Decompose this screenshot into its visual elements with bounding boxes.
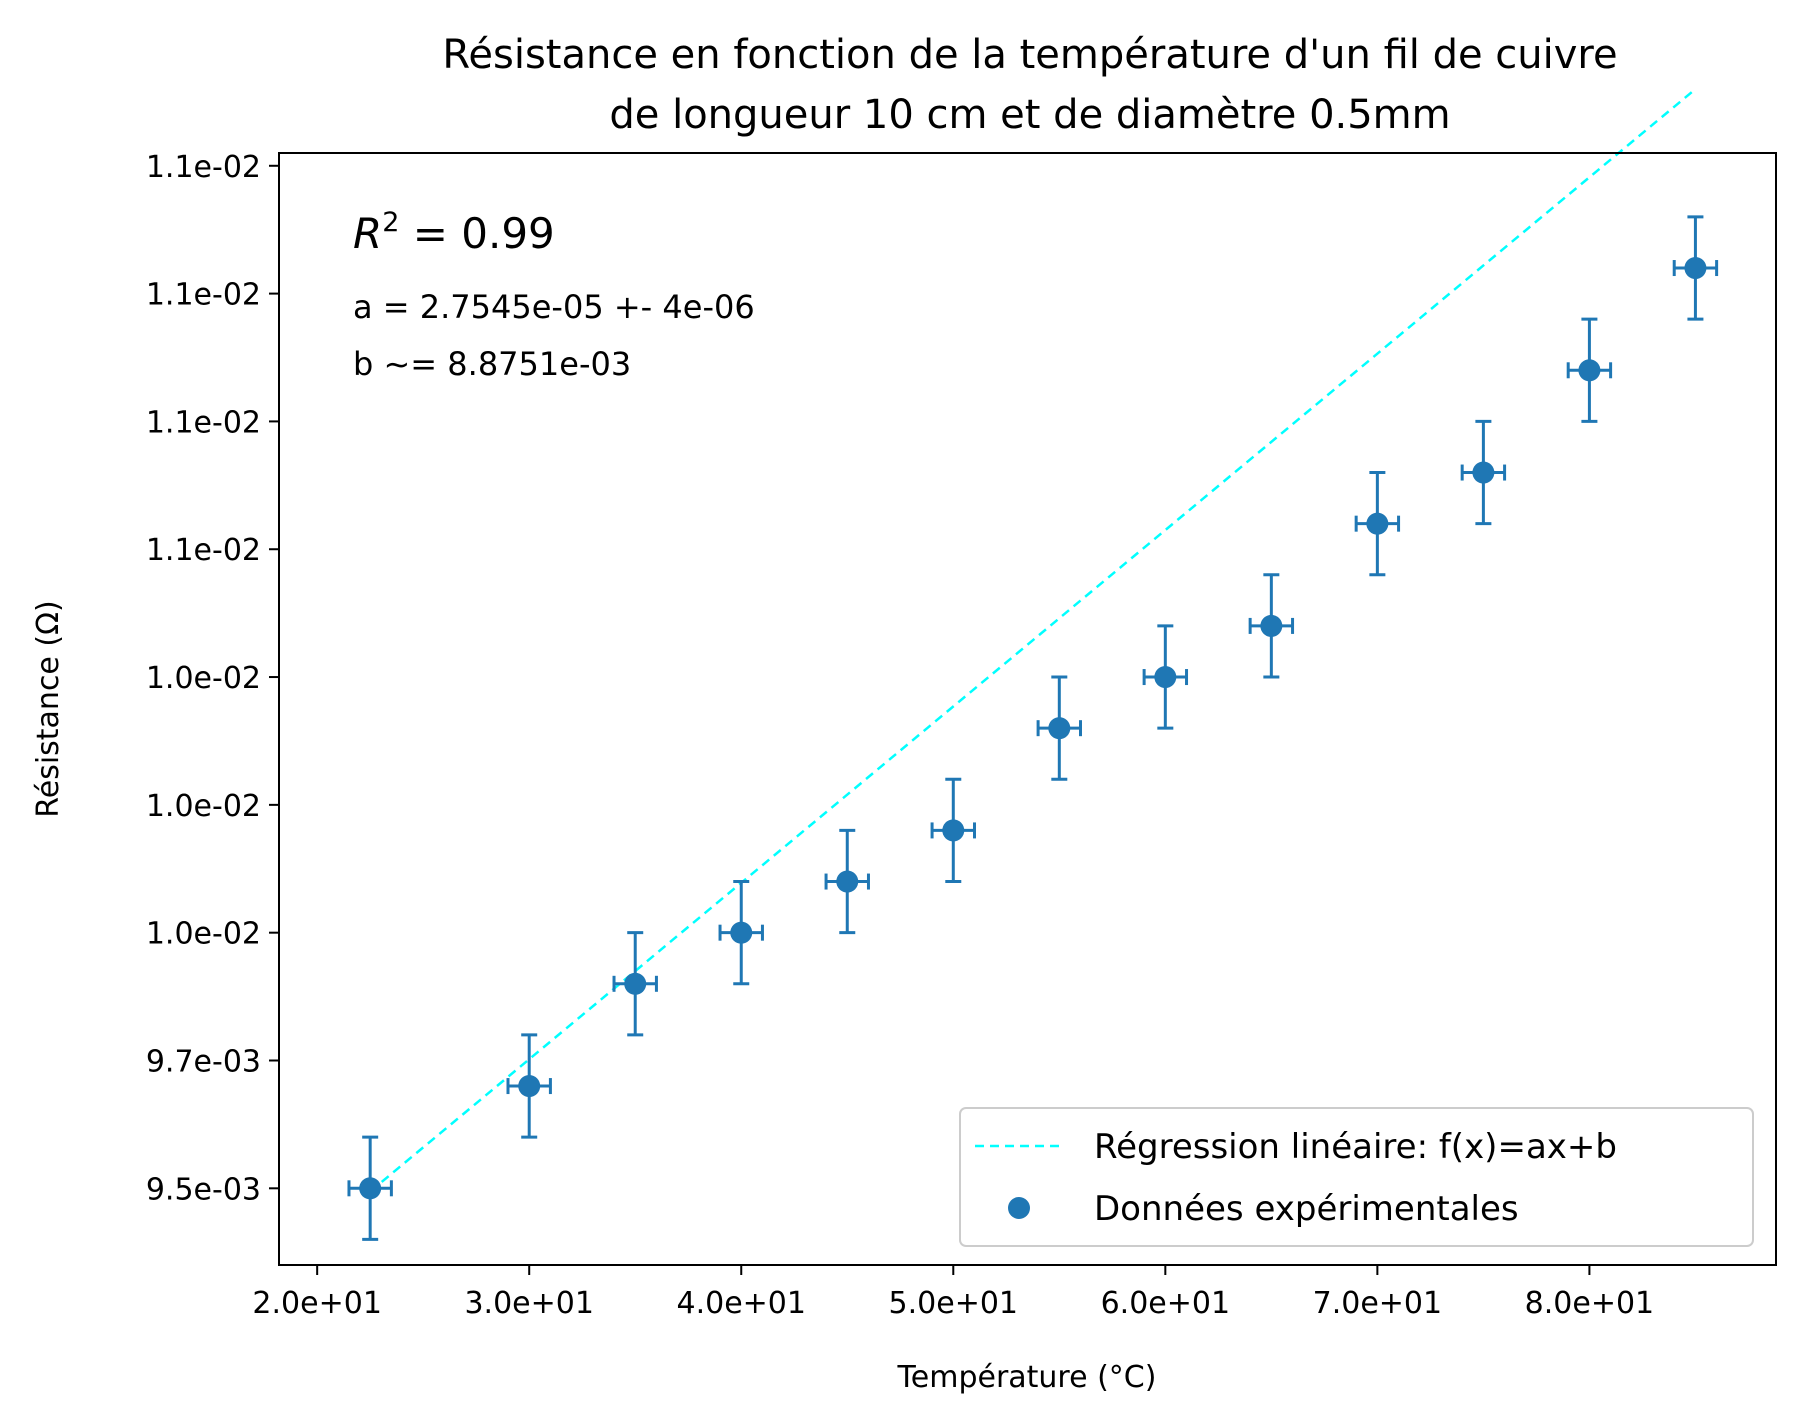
- data-point-group: [1566, 317, 1613, 423]
- data-point-group: [1460, 419, 1507, 526]
- legend-data-swatch: [1008, 1197, 1030, 1219]
- data-point: [942, 819, 965, 842]
- y-tick-label: 9.5e-03: [146, 1172, 261, 1207]
- data-point: [836, 870, 859, 893]
- data-point: [359, 1177, 382, 1200]
- data-point-group: [612, 931, 658, 1037]
- y-axis-label: Résistance (Ω): [31, 600, 66, 818]
- data-point-group: [1142, 624, 1189, 730]
- y-tick-label: 1.0e-02: [146, 789, 261, 824]
- data-point-group: [1672, 215, 1719, 321]
- data-point-group: [1354, 471, 1401, 577]
- data-point-group: [824, 828, 870, 935]
- data-point-group: [930, 777, 976, 884]
- r-squared-exponent: 2: [382, 207, 399, 238]
- chart-title-line-1: Résistance en fonction de la température…: [442, 32, 1617, 78]
- data-point: [518, 1075, 541, 1098]
- r-squared-annotation: R2 = 0.99: [353, 207, 555, 258]
- data-point: [1472, 461, 1495, 484]
- data-point-group: [1036, 675, 1083, 781]
- slope-annotation: a = 2.7545e-05 +- 4e-06: [353, 288, 755, 326]
- data-point-group: [718, 880, 764, 986]
- x-tick-label: 4.0e+01: [677, 1286, 806, 1321]
- plot-area: [347, 88, 1719, 1241]
- legend: Régression linéaire: f(x)=ax+b Données e…: [959, 1107, 1754, 1247]
- data-point-group: [1248, 573, 1295, 679]
- data-point-group: [347, 1135, 393, 1241]
- legend-regression-label: Régression linéaire: f(x)=ax+b: [1094, 1127, 1617, 1167]
- data-point: [1154, 666, 1177, 689]
- data-point: [1578, 359, 1601, 382]
- data-point: [730, 921, 753, 944]
- y-tick-label: 1.1e-02: [146, 150, 261, 185]
- x-tick-label: 3.0e+01: [464, 1286, 593, 1321]
- r-squared-symbol: R: [353, 209, 382, 258]
- plot-frame: [278, 152, 1777, 1266]
- x-tick-label: 6.0e+01: [1101, 1286, 1230, 1321]
- r-squared-value: = 0.99: [399, 209, 554, 258]
- axis-ticks: 2.0e+01 3.0e+01 4.0e+01 5.0e+01 6.0e+01 7.0e+…: [146, 150, 1654, 1321]
- y-tick-label: 9.7e-03: [146, 1044, 261, 1079]
- x-tick-label: 2.0e+01: [252, 1286, 381, 1321]
- y-tick-label: 1.1e-02: [146, 533, 261, 568]
- x-axis-label: Température (°C): [897, 1360, 1157, 1395]
- data-point: [1260, 614, 1283, 637]
- data-point: [1048, 717, 1071, 740]
- data-point-group: [506, 1033, 552, 1139]
- x-tick-label: 5.0e+01: [889, 1286, 1018, 1321]
- y-tick-label: 1.0e-02: [146, 917, 261, 952]
- data-point: [1684, 257, 1707, 280]
- legend-data-label: Données expérimentales: [1094, 1189, 1519, 1229]
- y-tick-label: 1.1e-02: [146, 278, 261, 313]
- chart-title-line-2: de longueur 10 cm et de diamètre 0.5mm: [609, 92, 1450, 138]
- y-tick-label: 1.0e-02: [146, 661, 261, 696]
- y-tick-label: 1.1e-02: [146, 405, 261, 440]
- data-point: [624, 972, 647, 995]
- regression-line: [369, 88, 1697, 1193]
- legend-box: [959, 1107, 1754, 1247]
- data-point: [1366, 512, 1389, 535]
- x-tick-label: 8.0e+01: [1525, 1286, 1654, 1321]
- intercept-annotation: b ~= 8.8751e-03: [353, 345, 631, 383]
- x-tick-label: 7.0e+01: [1313, 1286, 1442, 1321]
